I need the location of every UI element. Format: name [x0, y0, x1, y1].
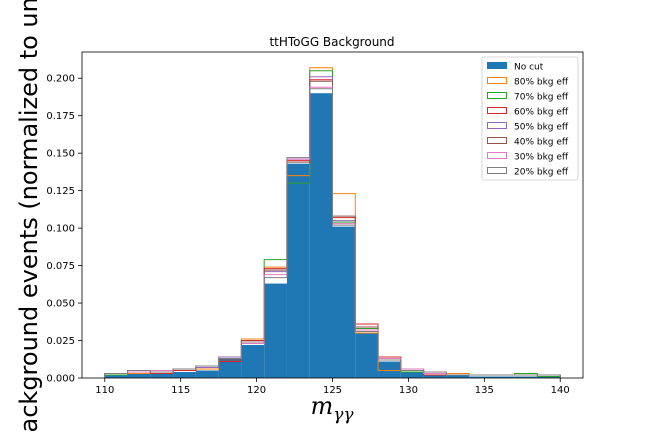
step-series-7 [104, 88, 561, 378]
y-tick-label: 0.150 [46, 149, 75, 160]
y-tick-label: 0.100 [46, 224, 75, 235]
y-tick-label: 0.175 [46, 111, 75, 122]
y-tick-label: 0.025 [46, 336, 75, 347]
y-tick-label: 0.000 [46, 374, 75, 385]
bar-no-cut-bin-17 [491, 376, 515, 378]
x-tick-label: 140 [551, 385, 570, 396]
x-axis-label-sub: γγ [333, 405, 354, 425]
bar-no-cut-bin-9 [309, 93, 333, 379]
axes-frame [81, 51, 584, 379]
bar-no-cut-bin-4 [195, 370, 219, 378]
legend-swatch [487, 137, 507, 144]
legend-swatch [487, 62, 507, 69]
x-tick-label: 135 [475, 385, 494, 396]
bar-no-cut-bin-12 [378, 361, 401, 378]
y-tick-label: 0.200 [46, 74, 75, 85]
y-tick-label: 0.050 [46, 299, 75, 310]
x-tick-label: 125 [323, 385, 342, 396]
legend-swatch [487, 152, 507, 159]
bar-no-cut-bin-7 [264, 283, 287, 378]
x-tick-label: 120 [247, 385, 266, 396]
bar-no-cut-bin-8 [286, 163, 310, 378]
x-axis-ticks: 110 115 120 125 130 135 140 [95, 378, 570, 396]
legend-label: No cut [514, 63, 544, 73]
legend-label: 20% bkg eff [514, 168, 569, 178]
legend-label: 60% bkg eff [514, 108, 569, 118]
legend-label: 30% bkg eff [514, 153, 569, 163]
chart-title: ttHToGG Background [269, 35, 394, 49]
bar-no-cut-bin-0 [104, 375, 128, 378]
legend-label: 40% bkg eff [514, 138, 569, 148]
bar-no-cut-bin-5 [218, 358, 242, 378]
x-tick-label: 115 [171, 385, 190, 396]
legend-swatch [487, 77, 507, 84]
bar-no-cut-bin-2 [150, 373, 174, 378]
bar-no-cut-bin-16 [469, 376, 492, 378]
legend-label: 70% bkg eff [514, 93, 569, 103]
y-tick-label: 0.075 [46, 261, 75, 272]
bar-no-cut-bin-10 [332, 226, 356, 378]
x-tick-label: 130 [399, 385, 418, 396]
bar-no-cut-bin-1 [127, 373, 151, 378]
x-tick-label: 110 [95, 385, 114, 396]
x-axis-label-main: m [310, 392, 333, 420]
y-axis-label: Background events (normalized to unit [15, 0, 43, 432]
bar-no-cut-bin-11 [355, 333, 379, 378]
x-axis-label: mγγ [310, 392, 354, 425]
legend-label: 50% bkg eff [514, 123, 569, 133]
y-tick-label: 0.125 [46, 186, 75, 197]
legend-swatch [487, 92, 507, 99]
bar-no-cut-bin-13 [400, 372, 424, 378]
legend-swatch [487, 107, 507, 114]
y-axis-ticks: 0.000 0.025 0.050 0.075 0.100 0.125 0.150 0.175… [46, 74, 82, 385]
legend-label: 80% bkg eff [514, 78, 569, 88]
bar-no-cut-bin-14 [423, 375, 447, 378]
legend-box [481, 56, 579, 181]
bar-no-cut-bin-3 [173, 372, 196, 378]
legend-swatch [487, 122, 507, 129]
bar-no-cut-bin-6 [241, 345, 265, 378]
bar-no-cut-bin-19 [537, 376, 561, 378]
bar-no-cut-bin-15 [446, 375, 470, 378]
bar-no-cut-bin-18 [514, 376, 538, 378]
plot-area [104, 67, 561, 379]
legend: No cut 80% bkg eff 70% bkg eff 60% bkg eff 5… [481, 56, 579, 181]
legend-swatch [487, 167, 507, 174]
